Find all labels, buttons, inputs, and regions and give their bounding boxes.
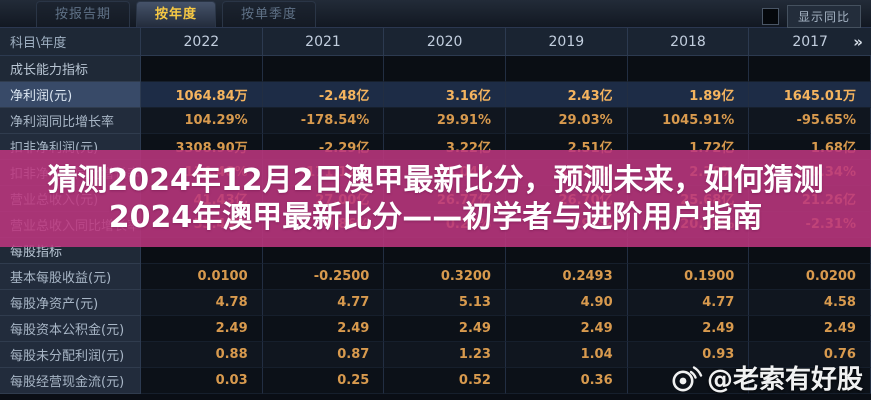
value-cell: 0.93 [627,342,750,368]
value-cell [262,56,385,82]
banner-line-1: 猜测2024年12月2日澳甲最新比分，预测未来，如何猜测 [47,162,824,198]
value-cell: 2.49 [627,316,750,342]
row-label: 每股经营现金流(元) [0,368,141,394]
value-cell: 2.49 [262,316,385,342]
value-cell: 0.52 [384,368,506,394]
table-header-row: 科目\年度 2022 2021 2020 2019 2018 2017» [0,28,871,56]
row-label: 每股资本公积金(元) [0,316,141,342]
value-cell: 0.87 [262,342,385,368]
value-cell [141,56,263,82]
year-header-2019: 2019 [506,28,628,55]
value-cell: 29.91% [384,108,506,134]
table-row[interactable]: 每股未分配利润(元) 0.88 0.87 1.23 1.04 0.93 0.76 [0,342,871,368]
year-header-2020: 2020 [384,28,506,55]
watermark-handle: @老索有好股 [706,365,863,395]
row-label: 每股净资产(元) [0,290,141,316]
tab-by-quarter[interactable]: 按单季度 [222,1,317,27]
value-cell: 4.90 [505,290,628,316]
value-cell [384,56,506,82]
value-cell: 0.3200 [384,264,506,290]
section-row: 成长能力指标 [0,56,871,82]
value-cell: 2.49 [141,316,263,342]
value-cell: 2.49 [384,316,506,342]
more-years-chevron-icon[interactable]: » [853,32,863,51]
tab-by-report-period[interactable]: 按报告期 [36,1,131,27]
value-cell [627,56,750,82]
yoy-checkbox[interactable] [761,8,779,25]
value-cell: 4.77 [262,290,385,316]
value-cell: 0.1900 [627,264,750,290]
tab-by-year[interactable]: 按年度 [136,1,217,27]
watermark: @老索有好股 [670,359,863,396]
year-header-2021: 2021 [263,28,385,55]
value-cell: 4.77 [627,290,750,316]
value-cell: -2.48亿 [262,82,385,108]
value-cell: 2.43亿 [505,82,628,108]
value-cell: 0.0200 [749,264,871,290]
value-cell: 0.36 [505,368,628,394]
value-cell: 0.76 [749,342,871,368]
value-cell [505,56,628,82]
promo-overlay-banner: 猜测2024年12月2日澳甲最新比分，预测未来，如何猜测 2024年澳甲最新比分… [0,150,871,247]
row-label: 净利润(元) [0,82,141,108]
value-cell: 3.16亿 [384,82,506,108]
yoy-controls: 显示同比 [761,5,861,28]
corner-label: 科目\年度 [0,28,141,55]
banner-line-2: 2024年澳甲最新比分——初学者与进阶用户指南 [108,199,763,235]
value-cell: 0.0100 [141,264,263,290]
value-cell: -95.65% [749,108,871,134]
value-cell: 1.23 [384,342,506,368]
value-cell: 1.89亿 [627,82,750,108]
value-cell: 104.29% [141,108,263,134]
table-row[interactable]: 每股资本公积金(元) 2.49 2.49 2.49 2.49 2.49 2.49 [0,316,871,342]
value-cell: 5.13 [384,290,506,316]
period-tabbar: 按报告期 按年度 按单季度 显示同比 [0,0,871,28]
value-cell: 1064.84万 [141,82,263,108]
value-cell: 4.78 [141,290,263,316]
value-cell: 0.03 [141,368,263,394]
table-row[interactable]: 净利润同比增长率 104.29% -178.54% 29.91% 29.03% 1045.… [0,108,871,134]
value-cell: 2.49 [505,316,628,342]
row-label: 每股未分配利润(元) [0,342,141,368]
year-header-2018: 2018 [628,28,750,55]
show-yoy-button[interactable]: 显示同比 [786,5,861,28]
row-label: 成长能力指标 [0,56,141,82]
row-label: 基本每股收益(元) [0,264,141,290]
value-cell: 2.49 [749,316,871,342]
value-cell: 0.25 [262,368,385,394]
year-header-2017: 2017» [792,32,863,51]
table-row[interactable]: 每股经营现金流(元) 0.03 0.25 0.52 0.36 [0,368,871,394]
table-row[interactable]: 基本每股收益(元) 0.0100 -0.2500 0.3200 0.2493 0.1900… [0,264,871,290]
year-header-2022: 2022 [141,28,263,55]
value-cell: 0.88 [141,342,263,368]
table-row[interactable]: 净利润(元) 1064.84万 -2.48亿 3.16亿 2.43亿 1.89亿 1645.… [0,82,871,108]
value-cell: 4.58 [749,290,871,316]
value-cell [749,56,871,82]
value-cell: 1.04 [505,342,628,368]
value-cell [749,368,871,394]
value-cell: -0.2500 [262,264,385,290]
value-cell: 1045.91% [627,108,750,134]
weibo-icon [670,363,704,393]
value-cell: 1645.01万 [749,82,871,108]
table-row[interactable]: 每股净资产(元) 4.78 4.77 5.13 4.90 4.77 4.58 [0,290,871,316]
row-label: 净利润同比增长率 [0,108,141,134]
value-cell: 29.03% [505,108,628,134]
value-cell: 0.2493 [505,264,628,290]
value-cell: -178.54% [262,108,385,134]
